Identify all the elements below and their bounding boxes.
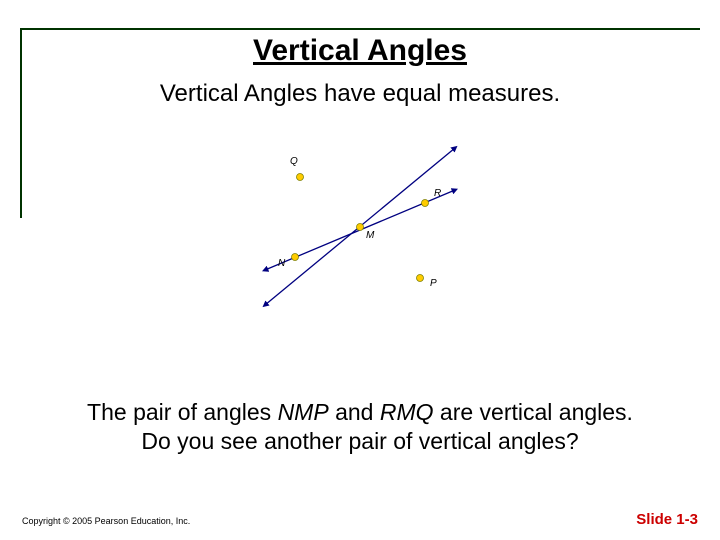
angle-rmq: RMQ [380,399,434,425]
body-question: Do you see another pair of vertical angl… [141,428,578,454]
angle-nmp: NMP [278,399,329,425]
subtitle: Vertical Angles have equal measures. [0,80,720,108]
diagram-svg [220,130,500,330]
label-n: N [278,258,285,269]
point-m [357,224,364,231]
vertical-angles-diagram: Q R M N P [220,130,500,330]
body-part-1: The pair of angles [87,399,278,425]
label-m: M [366,230,374,241]
body-part-3: are vertical angles. [434,399,633,425]
copyright: Copyright © 2005 Pearson Education, Inc. [22,516,190,526]
point-q [297,174,304,181]
body-part-2: and [329,399,380,425]
page-title: Vertical Angles [0,34,720,68]
slide-number: Slide 1-3 [636,511,698,528]
label-r: R [434,188,441,199]
body-text: The pair of angles NMP and RMQ are verti… [40,398,680,456]
frame-top [20,28,700,30]
point-n [292,254,299,261]
point-p [417,275,424,282]
label-q: Q [290,156,298,167]
point-r [422,200,429,207]
label-p: P [430,278,437,289]
